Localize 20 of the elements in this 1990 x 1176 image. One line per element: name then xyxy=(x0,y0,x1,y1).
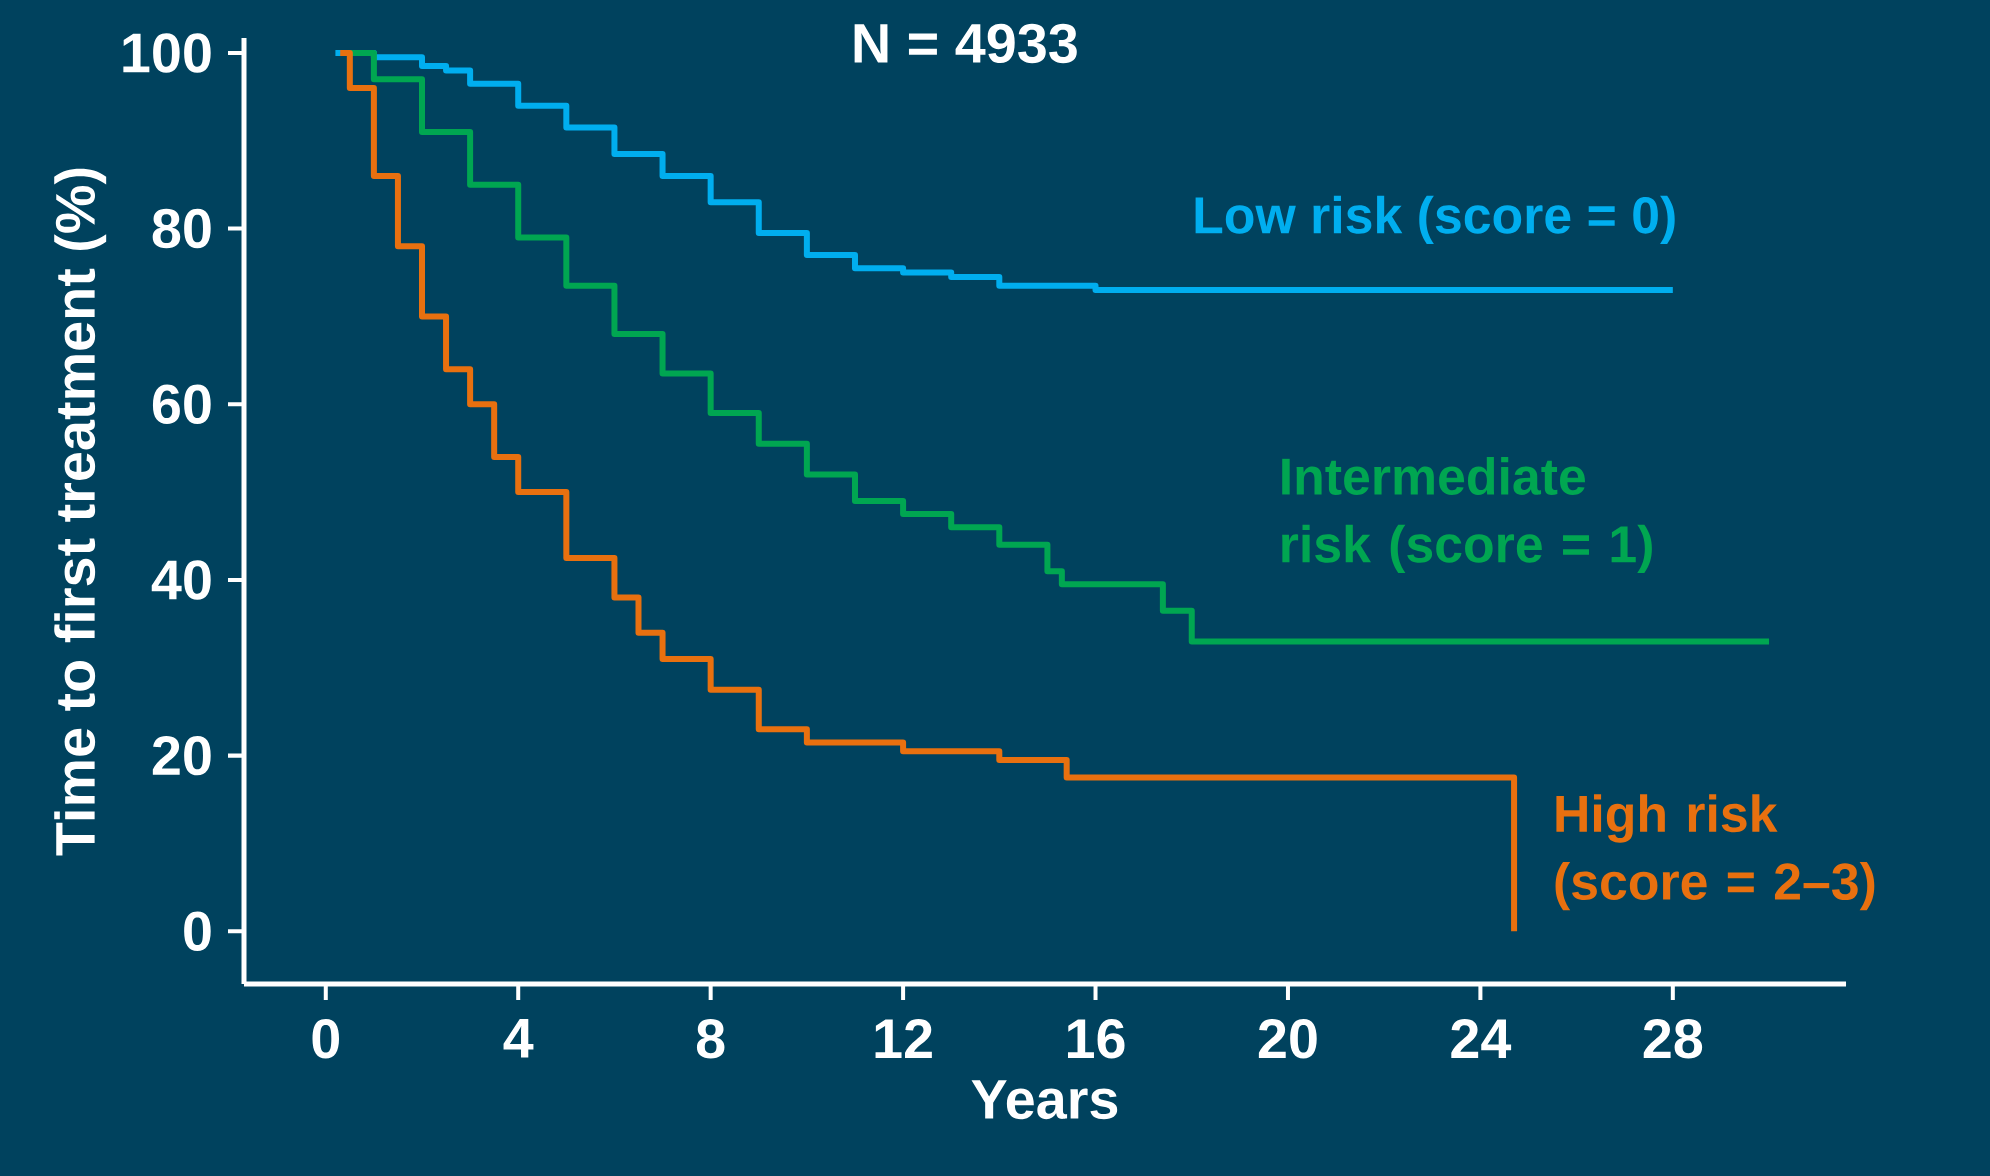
y-tick-label: 0 xyxy=(184,911,211,952)
x-tick-label: 12 xyxy=(875,1019,932,1058)
y-tick-label: 20 xyxy=(152,735,211,776)
x-tick-label: 24 xyxy=(1451,1019,1512,1058)
x-tick-label: 20 xyxy=(1258,1019,1317,1059)
y-tick-label: 100 xyxy=(123,33,211,73)
series-label: High risk (score = 2–3) xyxy=(1555,794,1875,911)
y-tick-label: 60 xyxy=(152,384,211,425)
y-tick-label: 40 xyxy=(151,560,211,600)
series-label: Low risk (score = 0) xyxy=(1195,195,1675,244)
y-tick-label: 80 xyxy=(152,208,211,249)
x-tick-label: 28 xyxy=(1643,1019,1703,1059)
x-tick-label: 0 xyxy=(312,1019,340,1059)
chart-title: N = 4933 xyxy=(854,23,1077,64)
series-label: Intermediate risk (score = 1) xyxy=(1282,456,1652,573)
x-tick-label: 16 xyxy=(1068,1019,1125,1059)
x-tick-label: 8 xyxy=(696,1019,725,1059)
y-axis-title: Time to first treatment (%) xyxy=(54,168,107,856)
x-axis-title: Years xyxy=(971,1080,1118,1120)
x-tick-label: 4 xyxy=(503,1019,534,1058)
